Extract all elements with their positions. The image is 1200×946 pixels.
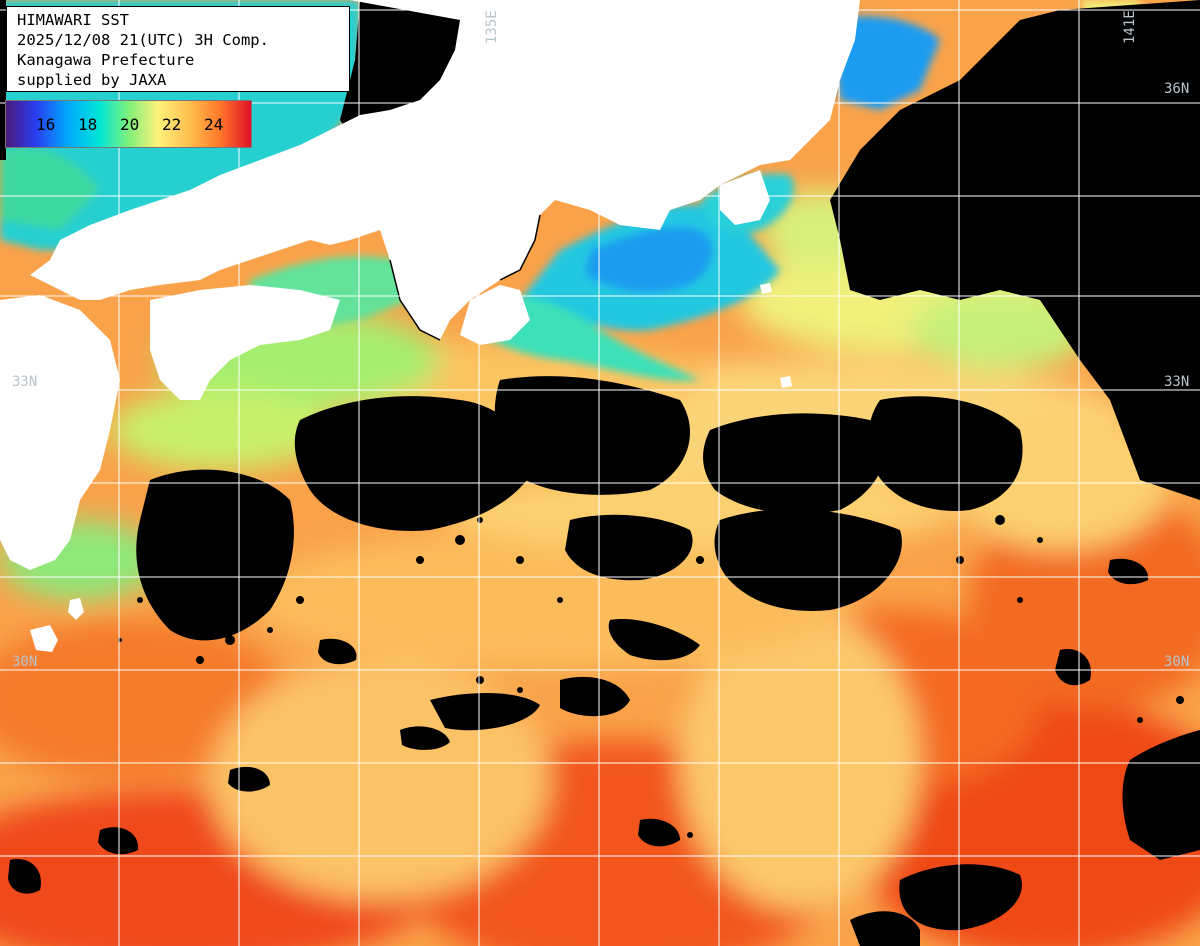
composite-datetime: 2025/12/08 21(UTC) 3H Comp. bbox=[17, 31, 269, 49]
sst-color-legend: 16 18 20 22 24 bbox=[5, 100, 252, 148]
legend-tick-20: 20 bbox=[120, 115, 140, 134]
lat-label-30n-left: 30N bbox=[12, 654, 38, 670]
lat-label-30n-right: 30N bbox=[1164, 654, 1190, 670]
lon-label-135e: 135E bbox=[484, 10, 500, 44]
legend-tick-24: 24 bbox=[204, 115, 224, 134]
map-info-box: HIMAWARI SST 2025/12/08 21(UTC) 3H Comp.… bbox=[6, 6, 350, 92]
data-credit: supplied by JAXA bbox=[17, 71, 167, 89]
land-masses bbox=[0, 0, 860, 652]
legend-tick-18: 18 bbox=[78, 115, 98, 134]
lon-label-141e: 141E bbox=[1122, 10, 1138, 44]
lat-label-36n-right: 36N bbox=[1164, 81, 1190, 97]
publisher-name: Kanagawa Prefecture bbox=[17, 51, 195, 69]
lat-label-33n-left: 33N bbox=[12, 374, 38, 390]
legend-tick-16: 16 bbox=[36, 115, 56, 134]
lat-label-33n-right: 33N bbox=[1164, 374, 1190, 390]
satellite-title: HIMAWARI SST bbox=[17, 11, 129, 29]
legend-tick-22: 22 bbox=[162, 115, 182, 134]
